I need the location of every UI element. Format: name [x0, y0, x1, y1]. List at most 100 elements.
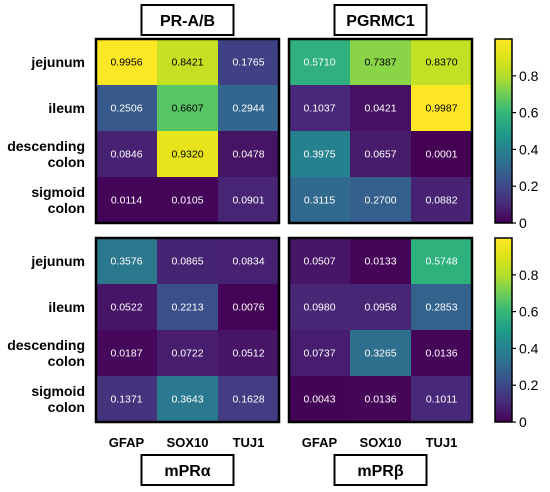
panel-title: PGRMC1	[346, 13, 415, 30]
heatmap-cell	[411, 376, 472, 422]
panel-border	[94, 236, 281, 424]
cell-value-label: 0.6607	[171, 103, 203, 115]
heatmap-cell	[350, 330, 411, 376]
cell-value-label: 0.0421	[364, 103, 396, 115]
panel-border	[287, 37, 474, 225]
cell-value-label: 0.0657	[364, 149, 396, 161]
panel-title-box	[333, 4, 428, 36]
heatmap-cell	[96, 284, 157, 330]
row-label: ileum	[48, 100, 85, 116]
colorbar	[494, 38, 513, 224]
heatmap-cell	[157, 177, 218, 223]
panel-border	[287, 236, 474, 424]
heatmap-cell	[289, 39, 350, 85]
heatmap-cell	[289, 330, 350, 376]
panel-title: mPRα	[164, 463, 210, 480]
cell-value-label: 0.0133	[364, 256, 396, 268]
column-label: SOX10	[360, 435, 402, 450]
cell-value-label: 0.5748	[425, 256, 457, 268]
cell-value-label: 0.3265	[364, 348, 396, 360]
heatmap-cell	[289, 131, 350, 177]
cell-value-label: 0.0512	[232, 348, 264, 360]
column-label: GFAP	[302, 435, 338, 450]
colorbar-tick-label: 0.8	[519, 267, 539, 283]
heatmap-cell	[289, 177, 350, 223]
panel-title: PR-A/B	[160, 13, 215, 30]
cell-value-label: 0.9987	[425, 103, 457, 115]
heatmap-cell	[289, 238, 350, 284]
heatmap-cell	[411, 284, 472, 330]
heatmap-cell	[96, 39, 157, 85]
heatmap-cell	[96, 177, 157, 223]
cell-value-label: 0.0136	[425, 348, 457, 360]
heatmap-cell	[218, 131, 279, 177]
cell-value-label: 0.0846	[110, 149, 142, 161]
panel-title-box	[140, 454, 235, 486]
cell-value-label: 0.2700	[364, 195, 396, 207]
colorbar-tick-label: 0.4	[519, 141, 539, 157]
heatmap-cell	[350, 85, 411, 131]
column-label: TUJ1	[233, 435, 265, 450]
cell-value-label: 0.0522	[110, 302, 142, 314]
colorbar-tick-label: 0.8	[519, 68, 539, 84]
column-label: TUJ1	[426, 435, 458, 450]
cell-value-label: 0.2213	[171, 302, 203, 314]
cell-value-label: 0.0136	[364, 394, 396, 406]
cell-value-label: 0.0722	[171, 348, 203, 360]
colorbar-tick-label: 0.6	[519, 105, 539, 121]
cell-value-label: 0.0043	[303, 394, 335, 406]
heatmap-cell	[411, 39, 472, 85]
panel-title-box	[140, 4, 235, 36]
cell-value-label: 0.7387	[364, 57, 396, 69]
cell-value-label: 0.3975	[303, 149, 335, 161]
heatmap-cell	[96, 238, 157, 284]
cell-value-label: 0.1765	[232, 57, 264, 69]
heatmap-cell	[218, 39, 279, 85]
colorbar-1: 0 0.2 0.4 0.6 0.8	[494, 38, 539, 231]
cell-value-label: 0.0980	[303, 302, 335, 314]
heatmap-cell	[96, 131, 157, 177]
heatmap-cell	[96, 85, 157, 131]
cell-value-label: 0.0187	[110, 348, 142, 360]
cell-value-label: 0.1371	[110, 394, 142, 406]
panel-title: mPRβ	[357, 463, 403, 480]
cell-value-label: 0.0882	[425, 195, 457, 207]
cell-value-label: 0.8421	[171, 57, 203, 69]
row-label: descending colon	[7, 138, 85, 170]
cell-value-label: 0.5710	[303, 57, 335, 69]
heatmap-cell	[218, 238, 279, 284]
cell-value-label: 0.0507	[303, 256, 335, 268]
cell-value-label: 0.1628	[232, 394, 264, 406]
cell-value-label: 0.0105	[171, 195, 203, 207]
panel-1: 0.9956 0.8421 0.1765 0.2506 0.6607 0.2944 0.08…	[94, 4, 281, 225]
colorbar-tick-label: 0.2	[519, 377, 539, 393]
colorbar-tick-label: 0.2	[519, 178, 539, 194]
cell-value-label: 0.1011	[426, 394, 457, 406]
colorbar-tick-label: 0	[519, 215, 527, 231]
heatmap-cell	[289, 284, 350, 330]
heatmap-cell	[218, 85, 279, 131]
colorbar-tick-label: 0	[519, 414, 527, 430]
column-label: SOX10	[167, 435, 209, 450]
heatmap-cell	[96, 376, 157, 422]
panel-title-box	[333, 454, 428, 486]
heatmap-cell	[411, 131, 472, 177]
colorbar	[494, 237, 513, 423]
heatmap-cell	[411, 177, 472, 223]
cell-value-label: 0.0114	[111, 195, 142, 207]
heatmap-cell	[218, 330, 279, 376]
heatmap-cell	[350, 376, 411, 422]
cell-value-label: 0.9956	[110, 57, 142, 69]
row-label: ileum	[48, 299, 85, 315]
panel-4: 0.0507 0.0133 0.5748 0.0980 0.0958 0.2853 0.07…	[287, 236, 474, 486]
panel-3: 0.3576 0.0865 0.0834 0.0522 0.2213 0.0076 0.01…	[94, 236, 281, 486]
cell-value-label: 0.0001	[425, 149, 457, 161]
cell-value-label: 0.0834	[232, 256, 264, 268]
heatmap-cell	[350, 39, 411, 85]
colorbar-tick-label: 0.6	[519, 304, 539, 320]
heatmap-cell	[218, 284, 279, 330]
heatmap-cell	[157, 39, 218, 85]
cell-value-label: 0.9320	[171, 149, 203, 161]
row-label: sigmoid colon	[31, 184, 85, 216]
